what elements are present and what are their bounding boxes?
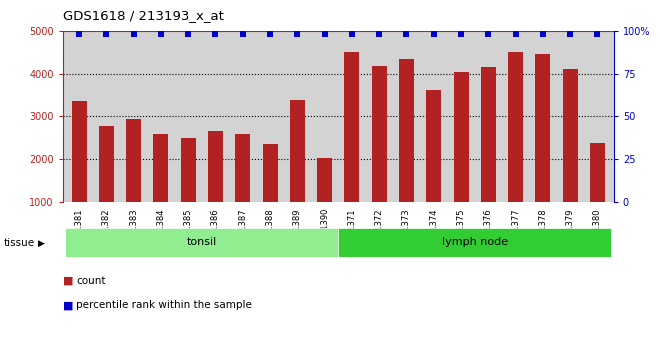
- Text: ■: ■: [63, 300, 73, 310]
- Bar: [65, 228, 338, 257]
- Bar: [235, 134, 250, 202]
- Point: [592, 32, 603, 37]
- Bar: [71, 101, 86, 202]
- Text: lymph node: lymph node: [442, 237, 508, 247]
- Point: [238, 32, 248, 37]
- Bar: [453, 72, 469, 202]
- Bar: [562, 69, 578, 202]
- Bar: [426, 90, 442, 202]
- Bar: [126, 119, 141, 202]
- Text: ■: ■: [63, 276, 73, 286]
- Point: [538, 32, 548, 37]
- Text: percentile rank within the sample: percentile rank within the sample: [76, 300, 251, 310]
- Bar: [590, 143, 605, 202]
- Point: [346, 32, 357, 37]
- Point: [565, 32, 576, 37]
- Bar: [181, 138, 196, 202]
- Point: [74, 32, 84, 37]
- Point: [128, 32, 139, 37]
- Bar: [208, 131, 223, 202]
- Bar: [508, 52, 523, 202]
- Bar: [480, 67, 496, 202]
- Point: [374, 32, 385, 37]
- Text: tonsil: tonsil: [187, 237, 217, 247]
- Point: [510, 32, 521, 37]
- Point: [456, 32, 467, 37]
- Point: [265, 32, 275, 37]
- Bar: [372, 66, 387, 202]
- Bar: [290, 100, 305, 202]
- Point: [483, 32, 494, 37]
- Bar: [153, 134, 168, 202]
- Point: [401, 32, 412, 37]
- Point: [156, 32, 166, 37]
- Point: [183, 32, 193, 37]
- Bar: [263, 144, 278, 202]
- Bar: [99, 126, 114, 202]
- Point: [292, 32, 302, 37]
- Point: [319, 32, 330, 37]
- Bar: [345, 51, 360, 202]
- Bar: [338, 228, 611, 257]
- Bar: [535, 54, 550, 202]
- Point: [210, 32, 220, 37]
- Point: [101, 32, 112, 37]
- Point: [428, 32, 439, 37]
- Bar: [317, 158, 332, 202]
- Text: ▶: ▶: [38, 239, 45, 248]
- Text: tissue: tissue: [3, 238, 34, 248]
- Text: count: count: [76, 276, 106, 286]
- Text: GDS1618 / 213193_x_at: GDS1618 / 213193_x_at: [63, 9, 224, 22]
- Bar: [399, 59, 414, 202]
